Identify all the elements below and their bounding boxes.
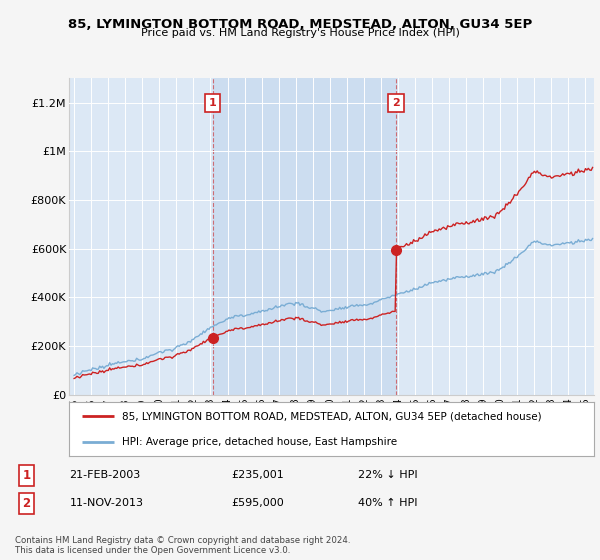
Text: 85, LYMINGTON BOTTOM ROAD, MEDSTEAD, ALTON, GU34 5EP: 85, LYMINGTON BOTTOM ROAD, MEDSTEAD, ALT… bbox=[68, 18, 532, 31]
Bar bbox=[212, 78, 396, 395]
Text: 21-FEB-2003: 21-FEB-2003 bbox=[70, 470, 141, 480]
Text: 2: 2 bbox=[392, 98, 400, 108]
Text: 40% ↑ HPI: 40% ↑ HPI bbox=[358, 498, 417, 508]
Text: Contains HM Land Registry data © Crown copyright and database right 2024.
This d: Contains HM Land Registry data © Crown c… bbox=[15, 536, 350, 556]
Text: 22% ↓ HPI: 22% ↓ HPI bbox=[358, 470, 417, 480]
Text: 11-NOV-2013: 11-NOV-2013 bbox=[70, 498, 143, 508]
Text: 1: 1 bbox=[22, 469, 31, 482]
Text: 1: 1 bbox=[209, 98, 217, 108]
Text: HPI: Average price, detached house, East Hampshire: HPI: Average price, detached house, East… bbox=[121, 437, 397, 446]
Text: 85, LYMINGTON BOTTOM ROAD, MEDSTEAD, ALTON, GU34 5EP (detached house): 85, LYMINGTON BOTTOM ROAD, MEDSTEAD, ALT… bbox=[121, 412, 541, 421]
Text: £595,000: £595,000 bbox=[231, 498, 284, 508]
Text: 2: 2 bbox=[22, 497, 31, 510]
Text: £235,001: £235,001 bbox=[231, 470, 284, 480]
Text: Price paid vs. HM Land Registry's House Price Index (HPI): Price paid vs. HM Land Registry's House … bbox=[140, 28, 460, 38]
